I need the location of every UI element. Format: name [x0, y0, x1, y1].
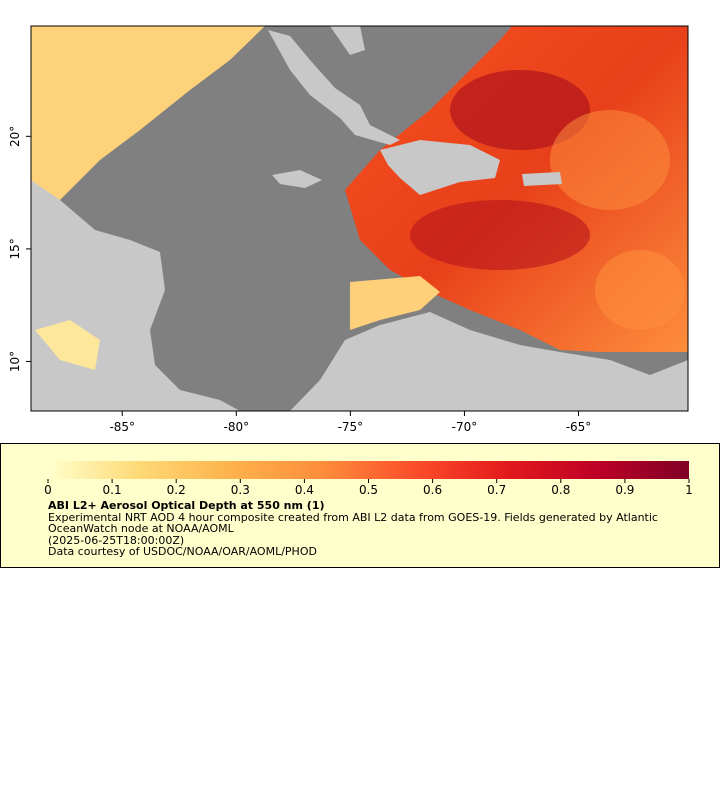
- colorbar-tick-label: 0.3: [231, 483, 250, 497]
- aerosol-northwest: [31, 26, 265, 210]
- map-body: [31, 26, 688, 411]
- jamaica: [272, 170, 322, 188]
- colorbar-tick-label: 1: [685, 483, 693, 497]
- legend: 0 0.1 0.2 0.3 0.4 0.5 0.6 0.7 0.8 0.9 1 ABI L2+ Ae…: [0, 443, 720, 568]
- colorbar-tick-label: 0.8: [551, 483, 570, 497]
- colorbar-tick-label: 0.2: [167, 483, 186, 497]
- colorbar-tick-label: 0.6: [423, 483, 442, 497]
- south-america: [290, 312, 688, 411]
- legend-title: ABI L2+ Aerosol Optical Depth at 550 nm …: [48, 499, 325, 512]
- colorbar-tick-label: 0.7: [487, 483, 506, 497]
- colorbar-ramp: [48, 461, 689, 479]
- legend-credit: Data courtesy of USDOC/NOAA/OAR/AOML/PHO…: [48, 545, 317, 558]
- lon-tick-label: -70°: [452, 420, 478, 434]
- lon-tick-label: -65°: [566, 420, 592, 434]
- colorbar-tick-label: 0.9: [615, 483, 634, 497]
- legend-description: Experimental NRT AOD 4 hour composite cr…: [48, 510, 658, 535]
- lon-tick-label: -85°: [109, 420, 135, 434]
- map: -85° -80° -75° -70° -65° 20° 15° 10°: [8, 25, 689, 434]
- lon-tick-label: -75°: [338, 420, 364, 434]
- colorbar-tick-label: 0.1: [103, 483, 122, 497]
- lat-tick-label: 10°: [8, 351, 22, 372]
- aerosol-edge: [550, 110, 670, 210]
- lon-tick-label: -80°: [224, 420, 250, 434]
- lat-tick-label: 20°: [8, 126, 22, 147]
- colorbar: 0 0.1 0.2 0.3 0.4 0.5 0.6 0.7 0.8 0.9 1: [44, 461, 693, 497]
- legend-text: ABI L2+ Aerosol Optical Depth at 550 nm …: [48, 500, 698, 558]
- lat-tick-label: 15°: [8, 238, 22, 259]
- aerosol-edge: [595, 250, 685, 330]
- colorbar-tick-label: 0.4: [295, 483, 314, 497]
- hispaniola: [380, 140, 500, 195]
- aerosol-panama: [35, 320, 100, 370]
- map-frame: [30, 25, 689, 412]
- axis-ticks: -85° -80° -75° -70° -65° 20° 15° 10°: [8, 126, 591, 434]
- bahamas: [330, 26, 365, 55]
- aerosol-core: [410, 200, 590, 270]
- puerto-rico: [522, 172, 562, 186]
- colorbar-tick-label: 0: [44, 483, 52, 497]
- cuba: [268, 30, 400, 145]
- aerosol-core: [450, 70, 590, 150]
- aerosol-south: [350, 276, 440, 330]
- colorbar-tick-label: 0.5: [359, 483, 378, 497]
- legend-timestamp: (2025-06-25T18:00:00Z): [48, 533, 185, 547]
